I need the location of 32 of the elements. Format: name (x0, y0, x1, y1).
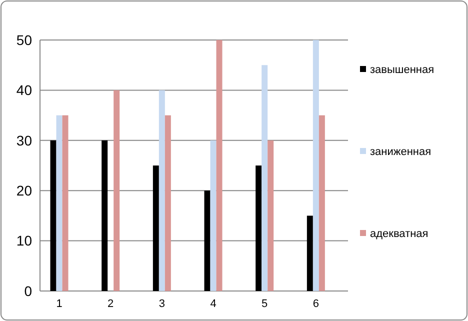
x-tick-label: 5 (262, 298, 268, 310)
bar (306, 216, 313, 291)
bar (204, 190, 210, 291)
bar (216, 40, 222, 291)
bar (262, 65, 268, 291)
bar (56, 115, 62, 291)
legend-label: завышенная (370, 64, 434, 76)
y-tick-label: 40 (16, 82, 32, 98)
y-tick-label: 10 (16, 232, 32, 249)
bar (256, 166, 262, 291)
bar (268, 140, 274, 291)
y-tick-label: 50 (16, 32, 32, 48)
legend-label: адекватная (370, 228, 428, 240)
bar (114, 90, 120, 291)
x-tick-label: 1 (56, 298, 62, 310)
bar (210, 140, 216, 291)
x-tick-label: 2 (108, 298, 114, 310)
bar (102, 140, 108, 291)
y-tick-label: 20 (16, 182, 32, 198)
bar (312, 40, 319, 291)
x-tick-label: 6 (312, 298, 319, 310)
bar (62, 115, 68, 291)
y-tick-label: 0 (24, 282, 32, 299)
legend-label: заниженная (370, 146, 432, 158)
bar (318, 115, 325, 291)
bar (152, 166, 159, 291)
bar (158, 90, 165, 291)
x-tick-label: 3 (158, 298, 165, 310)
x-tick-label: 4 (210, 298, 216, 310)
y-tick-label: 30 (16, 132, 32, 148)
bar (164, 115, 171, 291)
bar (50, 140, 56, 291)
